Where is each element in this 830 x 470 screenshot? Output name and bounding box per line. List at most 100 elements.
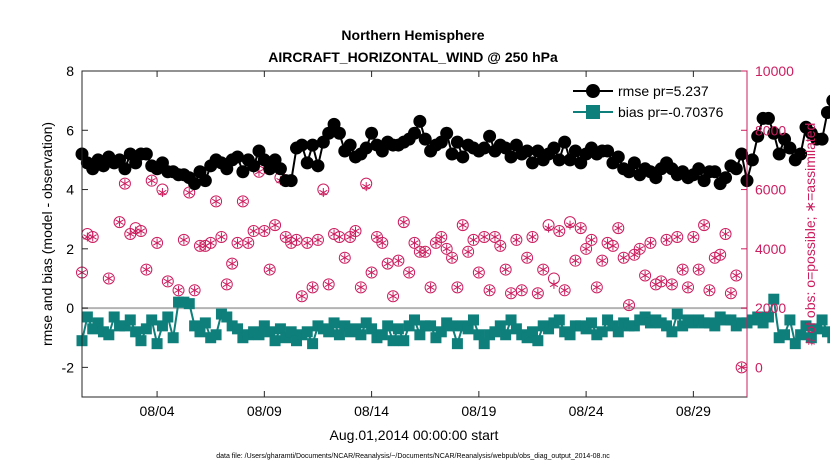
y-tick-label-left: -2 xyxy=(62,359,75,375)
obs-assimilated-stroke xyxy=(657,278,666,285)
obs-possible-point xyxy=(381,257,394,270)
obs-assimilated-point xyxy=(587,235,596,245)
obs-assimilated-stroke xyxy=(555,228,564,234)
obs-possible-point xyxy=(698,219,711,232)
bias-point xyxy=(553,314,565,326)
obs-count-layer xyxy=(76,165,748,374)
obs-assimilated-point xyxy=(265,265,274,275)
bias-point xyxy=(526,326,538,338)
obs-assimilated-point xyxy=(324,279,333,289)
obs-assimilated-stroke xyxy=(517,287,526,293)
obs-assimilated-point xyxy=(442,244,451,254)
rmse-point xyxy=(284,174,298,188)
obs-assimilated-stroke xyxy=(506,290,516,296)
obs-assimilated-stroke xyxy=(705,287,714,293)
obs-assimilated-stroke xyxy=(614,225,623,231)
obs-assimilated-stroke xyxy=(303,240,312,246)
obs-possible-point xyxy=(349,225,362,238)
obs-possible-point xyxy=(311,233,324,246)
obs-assimilated-point xyxy=(614,223,623,233)
obs-possible-point xyxy=(210,195,223,208)
obs-assimilated-stroke xyxy=(297,293,307,299)
obs-assimilated-point xyxy=(480,232,489,242)
obs-possible-point xyxy=(590,281,603,294)
bias-point xyxy=(339,320,351,332)
x-axis-label: Aug.01,2014 00:00:00 start xyxy=(330,427,499,443)
obs-assimilated-point xyxy=(522,253,532,263)
rmse-point xyxy=(343,138,357,152)
obs-assimilated-point xyxy=(388,291,398,301)
rmse-point xyxy=(772,147,786,161)
rmse-point xyxy=(552,153,566,167)
obs-assimilated-stroke xyxy=(238,198,248,205)
obs-assimilated-stroke xyxy=(185,189,194,196)
obs-possible-point xyxy=(639,269,652,282)
y-tick-label-left: 0 xyxy=(66,300,74,316)
bias-point xyxy=(612,326,624,338)
legend-rmse-marker xyxy=(586,84,600,98)
obs-assimilated-point xyxy=(539,265,548,275)
bias-point xyxy=(473,329,485,341)
obs-assimilated-point xyxy=(485,285,494,295)
obs-assimilated-stroke xyxy=(453,284,462,291)
obs-assimilated-point xyxy=(410,238,419,248)
obs-assimilated-point xyxy=(581,244,591,254)
bias-point xyxy=(602,314,614,326)
obs-possible-point xyxy=(526,230,539,243)
bias-point xyxy=(564,329,576,341)
rmse-point xyxy=(408,126,421,140)
obs-assimilated-point xyxy=(469,235,478,245)
obs-possible-point xyxy=(494,239,507,252)
obs-assimilated-stroke xyxy=(699,222,709,228)
obs-possible-point xyxy=(724,287,737,300)
obs-assimilated-stroke xyxy=(287,240,296,246)
obs-assimilated-stroke xyxy=(222,281,231,288)
bias-point xyxy=(269,335,281,347)
obs-possible-point xyxy=(295,290,308,303)
rmse-point xyxy=(359,141,373,155)
obs-assimilated-stroke xyxy=(211,198,221,205)
obs-possible-point xyxy=(515,284,528,297)
obs-assimilated-point xyxy=(608,241,618,251)
obs-assimilated-stroke xyxy=(421,249,430,255)
bias-point xyxy=(167,332,179,344)
obs-possible-point xyxy=(462,245,475,258)
obs-assimilated-stroke xyxy=(640,272,650,279)
rmse-point xyxy=(273,162,287,176)
obs-assimilated-point xyxy=(635,244,644,254)
obs-assimilated-stroke xyxy=(544,225,553,231)
rmse-point xyxy=(547,141,561,155)
obs-assimilated-point xyxy=(394,256,403,266)
obs-assimilated-point xyxy=(308,282,317,292)
bias-point xyxy=(108,311,120,323)
bias-point xyxy=(291,335,303,347)
obs-possible-point xyxy=(397,216,410,229)
obs-assimilated-stroke xyxy=(667,281,677,288)
obs-possible-point xyxy=(242,236,255,249)
bias-point xyxy=(189,320,201,332)
obs-assimilated-point xyxy=(517,285,526,295)
obs-assimilated-point xyxy=(678,265,687,275)
obs-assimilated-point xyxy=(292,235,301,245)
obs-assimilated-stroke xyxy=(581,246,591,252)
obs-assimilated-stroke xyxy=(496,243,505,249)
rmse-point xyxy=(483,129,497,143)
obs-assimilated-point xyxy=(179,235,189,245)
axes-layer: 08/04 08/09 08/14 08/19 08/24 08/29 -2 0 2 4 6 8 0 20… xyxy=(62,63,795,419)
obs-assimilated-stroke xyxy=(313,237,323,243)
obs-assimilated-point xyxy=(512,235,521,245)
bias-point xyxy=(307,338,319,350)
obs-assimilated-point xyxy=(528,232,537,242)
bias-point xyxy=(585,317,597,329)
obs-assimilated-stroke xyxy=(104,275,113,282)
obs-possible-point xyxy=(215,230,228,243)
bias-point xyxy=(795,329,807,341)
obs-possible-point xyxy=(172,284,185,297)
rmse-point xyxy=(745,153,759,167)
obs-assimilated-point xyxy=(281,232,290,242)
obs-possible-point xyxy=(569,254,582,267)
obs-assimilated-point xyxy=(630,250,639,260)
bias-point xyxy=(435,326,447,338)
bias-point xyxy=(210,329,222,341)
